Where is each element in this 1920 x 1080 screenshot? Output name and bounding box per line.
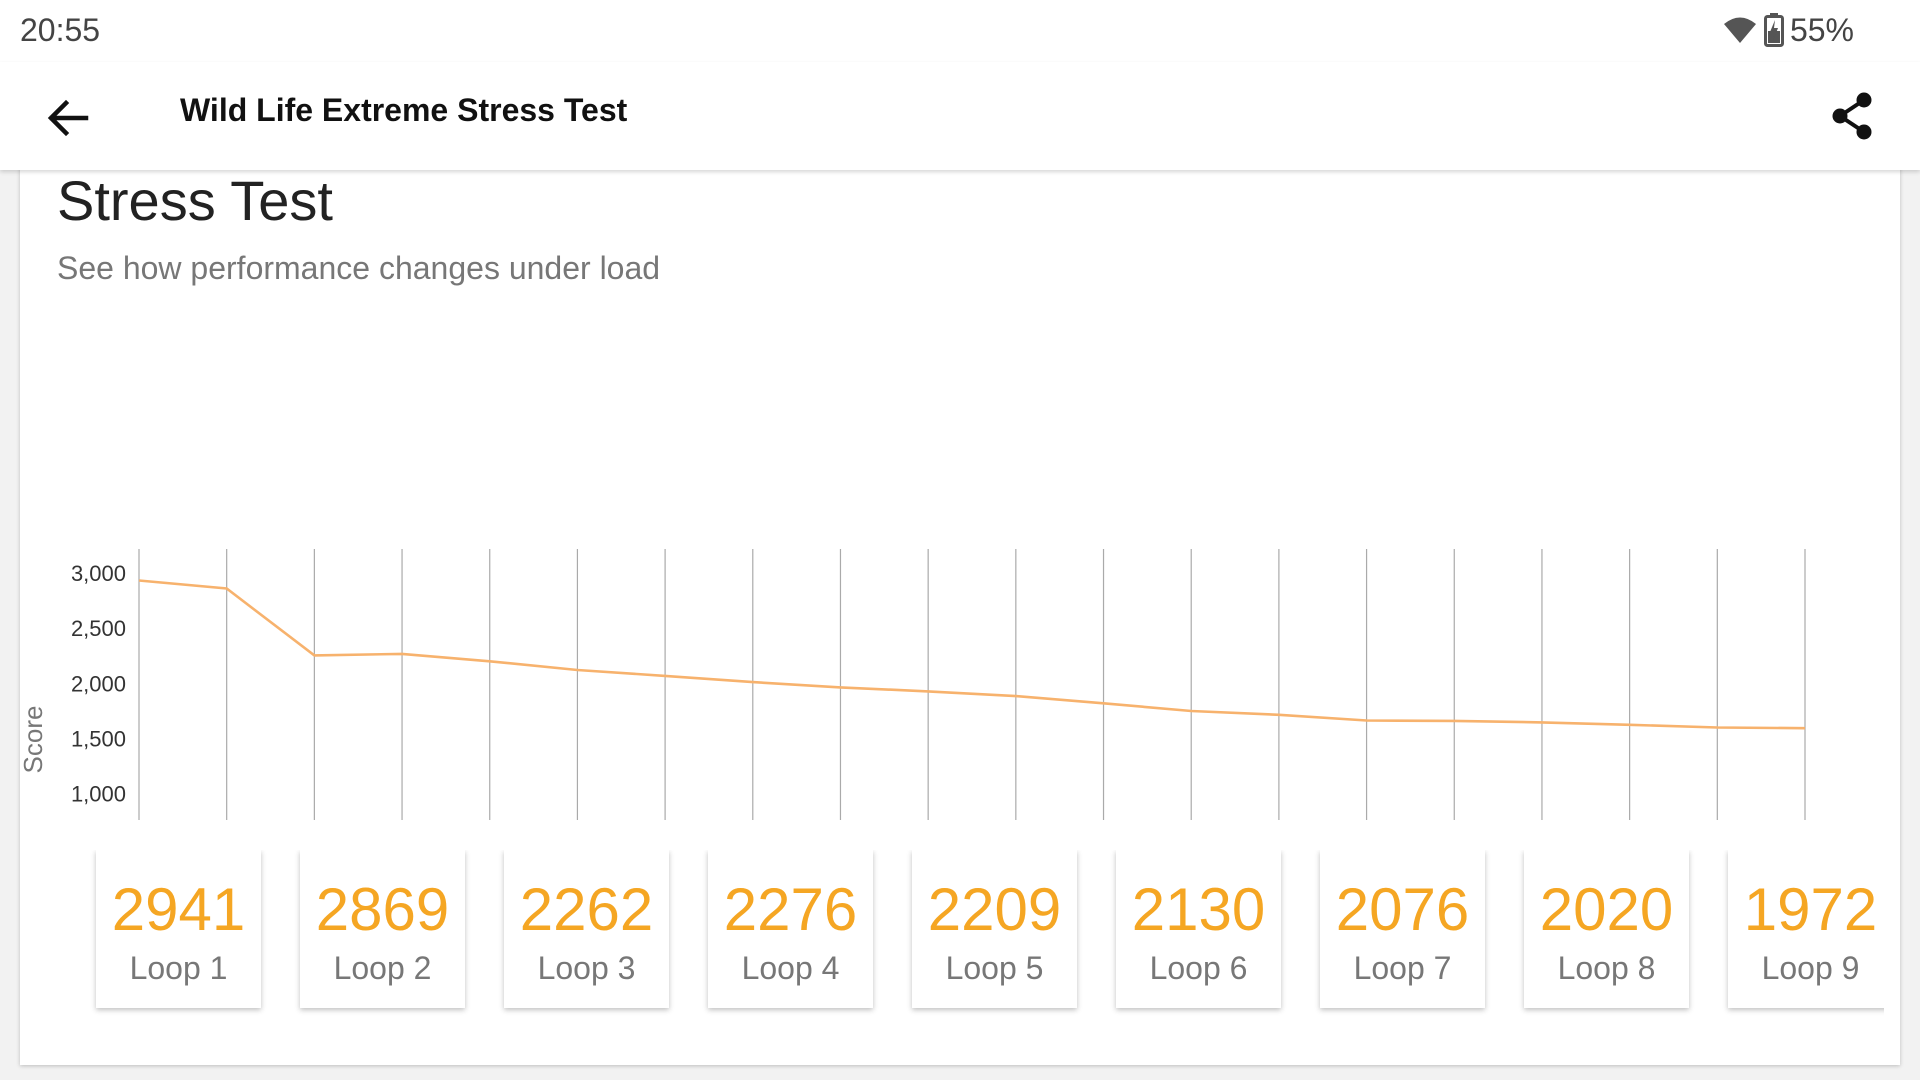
loop-score-label: Loop 1 [129, 950, 228, 986]
loop-score-tile[interactable]: 2262 Loop 3 [504, 850, 669, 1008]
card-title: Stress Test [57, 169, 333, 232]
loop-score-tile[interactable]: 2130 Loop 6 [1116, 850, 1281, 1008]
loop-score-tile[interactable]: 2276 Loop 4 [708, 850, 873, 1008]
loop-score-tile[interactable]: 2941 Loop 1 [96, 850, 261, 1008]
loop-score-value: 2130 [1131, 876, 1266, 943]
loop-score-value: 1972 [1743, 876, 1878, 943]
y-tick-label: 1,500 [71, 727, 126, 752]
card-subtitle: See how performance changes under load [57, 250, 661, 286]
loop-score-tile[interactable]: 2020 Loop 8 [1524, 850, 1689, 1008]
loop-score-label: Loop 2 [333, 950, 432, 986]
loop-score-value: 2209 [927, 876, 1062, 943]
share-button[interactable] [1822, 86, 1882, 146]
battery-charging-icon [1763, 13, 1784, 47]
loop-score-label: Loop 6 [1149, 950, 1248, 986]
y-tick-label: 2,500 [71, 616, 126, 641]
y-tick-label: 3,000 [71, 561, 126, 586]
status-bar: 20:55 55% [0, 0, 1920, 62]
wifi-icon [1723, 17, 1756, 43]
loop-score-label: Loop 7 [1353, 950, 1452, 986]
share-icon [1832, 92, 1872, 140]
loop-score-value: 2276 [723, 876, 858, 943]
status-icons: 55% [1722, 12, 1854, 48]
loop-score-value: 2020 [1539, 876, 1674, 943]
score-line-chart: 05001,0001,5002,0002,5003,00012345678910… [20, 549, 1806, 820]
loop-score-value: 2262 [519, 876, 654, 943]
series-line [138, 579, 1806, 730]
app-bar: Wild Life Extreme Stress Test [0, 62, 1920, 170]
loop-score-label: Loop 5 [945, 950, 1044, 986]
loop-score-list[interactable]: 2941 Loop 1 2869 Loop 2 2262 Loop 3 2276 Loop 4… [56, 850, 1884, 1030]
stress-test-card: Stress Test See how performance changes … [20, 150, 1900, 1065]
back-button[interactable] [38, 90, 98, 146]
loop-score-value: 2076 [1335, 876, 1470, 943]
y-tick-label: 2,000 [71, 671, 126, 696]
y-tick-label: 1,000 [71, 782, 126, 807]
arrow-left-icon [47, 99, 89, 137]
battery-percent: 55% [1789, 11, 1854, 48]
loop-score-tile[interactable]: 2076 Loop 7 [1320, 850, 1485, 1008]
loop-score-value: 2869 [315, 876, 450, 943]
status-time: 20:55 [20, 12, 101, 48]
loop-score-label: Loop 8 [1557, 950, 1656, 986]
page-title: Wild Life Extreme Stress Test [180, 92, 628, 128]
loop-score-label: Loop 4 [741, 950, 840, 986]
loop-score-label: Loop 9 [1761, 950, 1860, 986]
y-axis-label: Score [20, 706, 48, 774]
loop-score-tile[interactable]: 2209 Loop 5 [912, 850, 1077, 1008]
loop-score-tile[interactable]: 2869 Loop 2 [300, 850, 465, 1008]
loop-score-value: 2941 [111, 876, 246, 943]
loop-score-label: Loop 3 [537, 950, 636, 986]
loop-score-tile[interactable]: 1972 Loop 9 [1728, 850, 1884, 1008]
